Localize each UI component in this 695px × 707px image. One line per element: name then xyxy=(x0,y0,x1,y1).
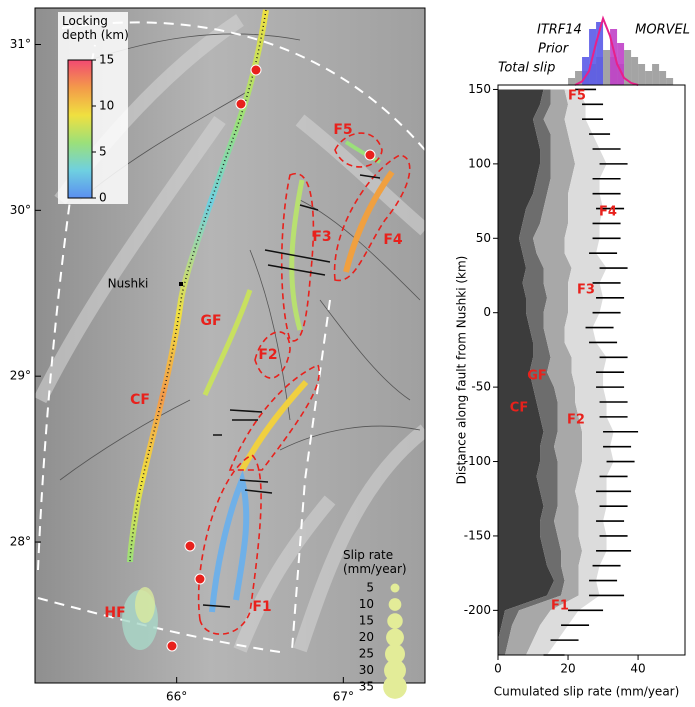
colorbar-tick-label: 10 xyxy=(99,99,114,113)
histogram-bar xyxy=(659,71,666,85)
size-legend-marker xyxy=(386,629,404,647)
y-tick-label: 28° xyxy=(10,535,31,549)
histogram-bar xyxy=(568,78,575,85)
y-tick-label: -50 xyxy=(471,380,491,394)
size-legend-label: 25 xyxy=(359,647,374,661)
fault-label: CF xyxy=(510,401,528,416)
size-legend-marker xyxy=(389,598,402,611)
histogram-bar xyxy=(638,64,645,85)
map-label: GF xyxy=(200,313,221,329)
map-label: CF xyxy=(130,392,150,408)
x-tick-label: 20 xyxy=(560,662,575,676)
x-tick-label: 67° xyxy=(333,690,354,704)
size-legend-label: 20 xyxy=(359,630,374,644)
y-tick-label: 0 xyxy=(483,305,491,319)
y-tick-label: 150 xyxy=(468,82,491,96)
y-tick-label: 31° xyxy=(10,37,31,51)
y-tick-label: 100 xyxy=(468,156,491,170)
size-legend-title: Slip rate (mm/year) xyxy=(343,548,423,576)
colorbar-tick-label: 0 xyxy=(99,191,107,205)
x-tick-label: 40 xyxy=(630,662,645,676)
x-tick-label: 66° xyxy=(166,690,187,704)
colorbar-tick-label: 15 xyxy=(99,53,114,67)
colorbar-tick-label: 5 xyxy=(99,145,107,159)
histogram-bar xyxy=(645,71,652,85)
size-legend-label: 35 xyxy=(359,680,374,694)
size-legend-title-box: Slip rate (mm/year) xyxy=(343,548,423,588)
map-label: F2 xyxy=(258,347,277,363)
map-label: HF xyxy=(104,605,125,621)
nushki-marker xyxy=(179,282,183,286)
colorbar-title-box: Locking depth (km) xyxy=(62,14,142,54)
x-axis-label: Cumulated slip rate (mm/year) xyxy=(494,685,680,699)
map-label: F4 xyxy=(383,232,403,248)
y-tick-label: 50 xyxy=(476,231,491,245)
y-tick-label: 30° xyxy=(10,203,31,217)
map-label: F1 xyxy=(252,599,271,615)
map-label: Nushki xyxy=(108,277,149,291)
map-label: F5 xyxy=(333,122,352,138)
map-label: F3 xyxy=(312,229,331,245)
y-axis-label: Distance along fault from Nushki (km) xyxy=(455,256,469,485)
fault-label: F4 xyxy=(599,205,617,220)
legend-label: ITRF14 xyxy=(537,23,582,38)
size-legend-marker xyxy=(391,584,400,593)
fault-label: GF xyxy=(527,369,547,384)
fault-label: F2 xyxy=(567,413,585,428)
size-legend-label: 5 xyxy=(366,581,374,595)
size-legend-label: 10 xyxy=(359,597,374,611)
size-legend-label: 30 xyxy=(359,663,374,677)
x-tick-label: 0 xyxy=(494,662,502,676)
colorbar-title: Locking depth (km) xyxy=(62,14,142,42)
size-legend-marker xyxy=(387,613,402,628)
size-legend-marker xyxy=(383,675,407,699)
figure: Locking depth (km) Slip rate (mm/year) 6… xyxy=(0,0,695,707)
y-tick-label: 29° xyxy=(10,369,31,383)
slip-bubbles xyxy=(135,587,155,623)
y-tick-label: -150 xyxy=(464,528,491,542)
histogram-bar xyxy=(666,78,673,85)
histogram-bar xyxy=(631,57,638,85)
fault-label: F3 xyxy=(577,283,595,298)
y-tick-label: -200 xyxy=(464,603,491,617)
fault-label: F5 xyxy=(568,89,586,104)
histogram-bar xyxy=(603,50,610,85)
legend-label: Total slip xyxy=(498,61,555,76)
legend-label: Prior xyxy=(538,42,570,57)
fault-label: F1 xyxy=(551,599,569,614)
size-legend-label: 15 xyxy=(359,614,374,628)
histogram-bar xyxy=(652,64,659,85)
colorbar xyxy=(68,60,92,198)
legend-label: MORVEL xyxy=(635,23,690,38)
